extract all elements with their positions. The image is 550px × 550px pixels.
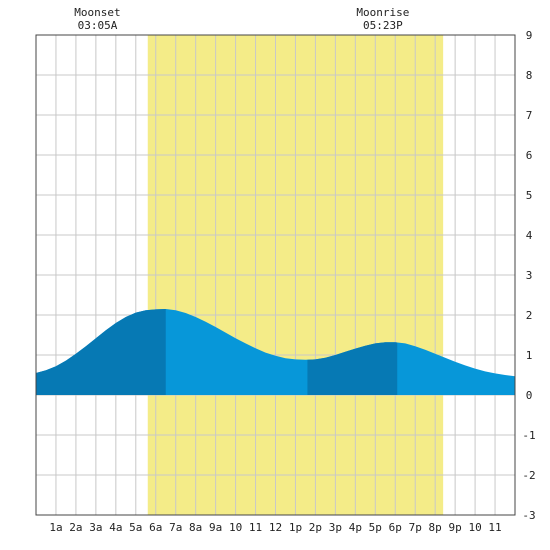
tide-area	[36, 309, 515, 395]
x-tick-label: 10	[229, 521, 242, 534]
plot-border	[35, 34, 516, 516]
x-tick-label: 5a	[129, 521, 142, 534]
x-tick-label: 2a	[69, 521, 82, 534]
moon-event-name: Moonset	[74, 6, 120, 19]
x-tick-label: 11	[249, 521, 262, 534]
y-tick-label: 8	[526, 69, 533, 82]
x-tick-label: 6a	[149, 521, 162, 534]
x-axis-ticks: 1a 2a 3a 4a 5a 6a 7a 8a 9a 10 11 12 1p 2p 3p 4p 5p 6p 7p 8p…	[49, 521, 501, 534]
y-tick-label: -3	[522, 509, 535, 522]
tide-area-dark	[36, 309, 166, 395]
x-tick-label: 8p	[429, 521, 442, 534]
y-tick-label: 5	[526, 189, 533, 202]
moon-event-time: 03:05A	[78, 19, 118, 32]
x-tick-label: 6p	[389, 521, 402, 534]
y-tick-label: 0	[526, 389, 533, 402]
y-tick-label: 7	[526, 109, 533, 122]
y-tick-label: 3	[526, 269, 533, 282]
y-tick-label: 9	[526, 29, 533, 42]
x-tick-label: 3a	[89, 521, 102, 534]
x-tick-label: 10	[468, 521, 481, 534]
x-tick-label: 4p	[349, 521, 362, 534]
plot-frame	[35, 34, 516, 516]
x-tick-label: 9p	[449, 521, 462, 534]
x-tick-label: 4a	[109, 521, 122, 534]
y-tick-label: -2	[522, 469, 535, 482]
x-tick-label: 9a	[209, 521, 222, 534]
moon-event-time: 05:23P	[363, 19, 403, 32]
x-tick-label: 12	[269, 521, 282, 534]
x-tick-label: 8a	[189, 521, 202, 534]
y-axis-ticks: -3 -2 -1 0 1 2 3 4 5 6 7 8 9	[522, 29, 535, 522]
y-tick-label: 6	[526, 149, 533, 162]
moon-event-name: Moonrise	[356, 6, 409, 19]
x-tick-label: 1p	[289, 521, 302, 534]
tide-area-dark	[307, 342, 398, 395]
x-tick-label: 7p	[409, 521, 422, 534]
x-tick-label: 7a	[169, 521, 182, 534]
y-tick-label: -1	[522, 429, 535, 442]
x-tick-label: 11	[488, 521, 501, 534]
x-tick-label: 2p	[309, 521, 322, 534]
y-tick-label: 4	[526, 229, 533, 242]
x-tick-label: 3p	[329, 521, 342, 534]
x-tick-label: 5p	[369, 521, 382, 534]
x-tick-label: 1a	[49, 521, 62, 534]
y-tick-label: 2	[526, 309, 533, 322]
grid	[36, 34, 515, 516]
y-tick-label: 1	[526, 349, 533, 362]
